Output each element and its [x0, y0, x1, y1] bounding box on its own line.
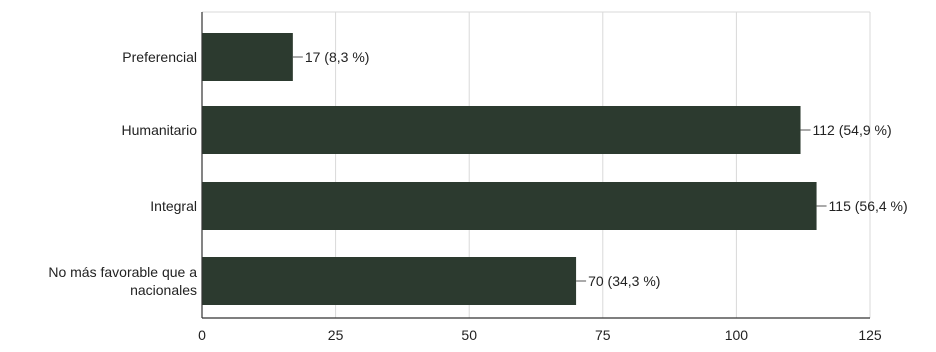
x-tick-label-25: 25	[328, 327, 344, 343]
x-tick-label-50: 50	[461, 327, 477, 343]
bar-2	[202, 182, 817, 230]
category-label-1: Humanitario	[122, 122, 198, 138]
grid-lines	[201, 11, 871, 318]
bar-3	[202, 257, 577, 305]
bar-1	[202, 106, 801, 154]
labels: 17 (8,3 %) Preferencial 112 (54,9 %) Humani…	[48, 49, 907, 298]
category-label-3-line-1: nacionales	[130, 282, 197, 298]
category-label-1-line-0: Humanitario	[122, 122, 198, 138]
category-label-2-line-0: Integral	[150, 198, 197, 214]
category-label-0: Preferencial	[122, 49, 197, 65]
x-tick-label-75: 75	[595, 327, 611, 343]
axes: 0 25 50 75 100 125	[198, 12, 882, 343]
category-label-0-line-0: Preferencial	[122, 49, 197, 65]
bars	[202, 33, 817, 305]
x-tick-label-100: 100	[725, 327, 749, 343]
x-tick-label-125: 125	[858, 327, 882, 343]
category-label-3: No más favorable que a nacionales	[48, 264, 197, 298]
data-label-2: 115 (56,4 %)	[829, 198, 908, 214]
data-label-1: 112 (54,9 %)	[813, 122, 892, 138]
data-label-3: 70 (34,3 %)	[588, 273, 660, 289]
data-label-0: 17 (8,3 %)	[305, 49, 370, 65]
category-label-3-line-0: No más favorable que a	[48, 264, 197, 280]
bar-0	[202, 33, 293, 81]
category-label-2: Integral	[150, 198, 197, 214]
x-tick-label-0: 0	[198, 327, 206, 343]
